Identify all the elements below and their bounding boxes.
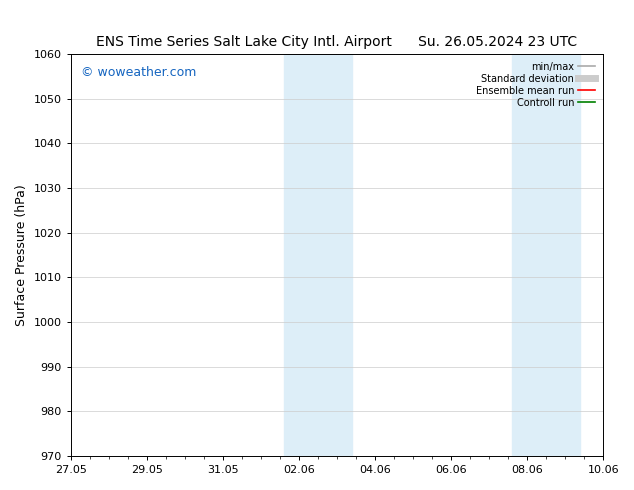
Bar	[512, 54, 580, 456]
Title: ENS Time Series Salt Lake City Intl. Airport      Su. 26.05.2024 23 UTC: ENS Time Series Salt Lake City Intl. Air…	[96, 35, 578, 49]
Bar	[283, 54, 352, 456]
Y-axis label: Surface Pressure (hPa): Surface Pressure (hPa)	[15, 184, 28, 326]
Text: © woweather.com: © woweather.com	[81, 66, 197, 79]
Legend: min/max, Standard deviation, Ensemble mean run, Controll run: min/max, Standard deviation, Ensemble me…	[472, 59, 598, 110]
